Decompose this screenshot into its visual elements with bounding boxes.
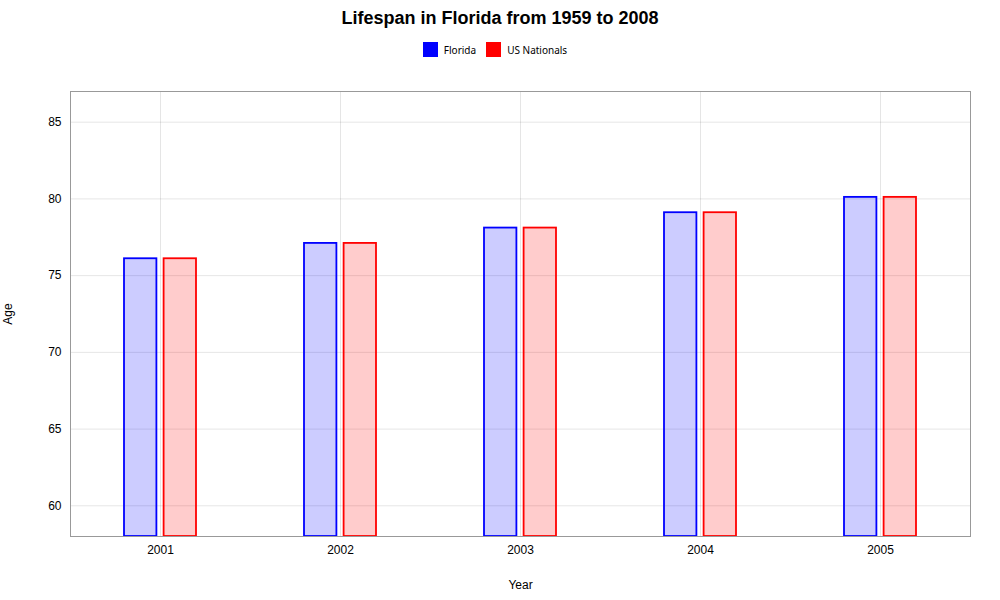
svg-text:85: 85 (48, 115, 62, 129)
svg-text:70: 70 (48, 345, 62, 359)
html-text:Florida: Florida (443, 42, 477, 57)
svg-text:2005: 2005 (867, 543, 894, 557)
svg-text:2004: 2004 (687, 543, 714, 557)
svg-text:60: 60 (48, 499, 62, 513)
html-text:US Nationals: US Nationals (507, 42, 568, 57)
svg-text:75: 75 (48, 268, 62, 282)
svg-text:65: 65 (48, 422, 62, 436)
svg-text:Age: Age (1, 303, 15, 325)
svg-text:2003: 2003 (507, 543, 534, 557)
svg-text:Year: Year (508, 578, 532, 592)
html-text:Lifespan in Florida from 1959: Lifespan in Florida from 1959 to 2008 (341, 8, 659, 28)
svg-text:2002: 2002 (327, 543, 354, 557)
svg-text:80: 80 (48, 192, 62, 206)
svg-text:2001: 2001 (147, 543, 174, 557)
